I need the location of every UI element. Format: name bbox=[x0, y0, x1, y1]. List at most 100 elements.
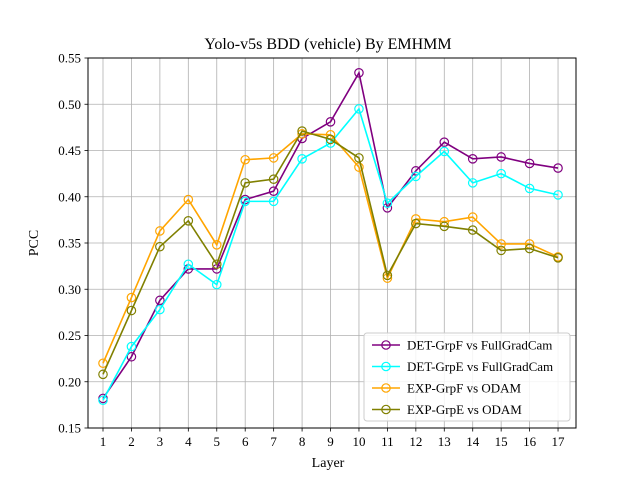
data-point bbox=[496, 239, 506, 249]
legend-entry: DET-GrpF vs FullGradCam bbox=[372, 338, 552, 353]
legend-swatch-marker bbox=[381, 383, 391, 393]
data-point bbox=[183, 216, 194, 226]
data-point bbox=[496, 245, 506, 256]
x-tick-label: 17 bbox=[552, 434, 566, 449]
legend-entry: DET-GrpE vs FullGradCam bbox=[372, 359, 553, 374]
series-line bbox=[102, 130, 559, 375]
x-axis: 1 2 3 4 5 6 7 8 9 10 11 12 13 14 15 16 17 bbox=[100, 428, 565, 449]
y-tick-label: 0.20 bbox=[58, 374, 81, 389]
y-tick-label: 0.45 bbox=[58, 143, 81, 158]
legend-entry: EXP-GrpE vs ODAM bbox=[372, 402, 522, 417]
y-tick-label: 0.55 bbox=[58, 51, 81, 66]
data-point bbox=[411, 218, 421, 229]
data-point bbox=[211, 279, 222, 290]
data-point bbox=[439, 221, 450, 232]
series-4 bbox=[98, 126, 563, 380]
legend-swatch-marker bbox=[381, 361, 391, 372]
x-tick-label: 3 bbox=[157, 434, 164, 449]
data-point bbox=[325, 134, 336, 145]
data-point bbox=[411, 166, 421, 176]
data-point bbox=[268, 186, 279, 196]
x-tick-label: 6 bbox=[242, 434, 249, 449]
data-point bbox=[553, 163, 563, 173]
x-tick-label: 11 bbox=[381, 434, 394, 449]
legend-swatch-marker bbox=[381, 404, 391, 415]
data-point bbox=[297, 126, 307, 136]
data-point bbox=[382, 198, 393, 209]
data-point bbox=[98, 395, 108, 406]
data-point bbox=[354, 162, 364, 172]
x-tick-label: 16 bbox=[523, 434, 537, 449]
data-point bbox=[126, 341, 137, 352]
data-point bbox=[439, 137, 450, 147]
data-point bbox=[382, 270, 393, 281]
x-tick-label: 8 bbox=[299, 434, 306, 449]
data-point bbox=[297, 129, 307, 139]
x-tick-label: 10 bbox=[352, 434, 365, 449]
data-point bbox=[467, 154, 478, 164]
legend-label: DET-GrpF vs FullGradCam bbox=[407, 338, 552, 353]
data-point bbox=[325, 117, 336, 127]
data-point bbox=[268, 153, 279, 163]
x-tick-label: 2 bbox=[128, 434, 135, 449]
legend-box bbox=[363, 332, 571, 422]
legend-label: DET-GrpE vs FullGradCam bbox=[407, 359, 553, 374]
x-tick-label: 15 bbox=[495, 434, 508, 449]
data-point bbox=[354, 153, 364, 163]
legend-label: EXP-GrpE vs ODAM bbox=[407, 402, 522, 417]
x-tick-label: 5 bbox=[214, 434, 221, 449]
x-tick-label: 7 bbox=[270, 434, 277, 449]
data-point bbox=[553, 252, 563, 263]
x-tick-label: 14 bbox=[466, 434, 480, 449]
x-tick-label: 12 bbox=[409, 434, 422, 449]
chart-title: Yolo-v5s BDD (vehicle) By EMHMM bbox=[204, 36, 451, 53]
series-layer bbox=[98, 68, 563, 406]
data-point bbox=[553, 190, 563, 200]
data-point bbox=[268, 174, 279, 184]
x-tick-label: 1 bbox=[100, 434, 107, 449]
data-point bbox=[524, 183, 535, 194]
legend-entry: EXP-GrpF vs ODAM bbox=[372, 381, 522, 396]
data-point bbox=[211, 259, 222, 270]
data-point bbox=[126, 351, 137, 362]
y-axis-label: PCC bbox=[27, 230, 42, 256]
data-point bbox=[155, 226, 165, 236]
y-tick-label: 0.15 bbox=[58, 421, 81, 436]
data-point bbox=[411, 171, 421, 182]
y-axis: 0.15 0.20 0.25 0.30 0.35 0.40 0.45 0.50 0.55 bbox=[58, 51, 88, 436]
data-point bbox=[354, 68, 364, 78]
data-point bbox=[524, 158, 535, 169]
y-tick-label: 0.30 bbox=[58, 282, 81, 297]
x-axis-label: Layer bbox=[312, 456, 345, 471]
data-point bbox=[467, 212, 478, 222]
data-point bbox=[439, 146, 450, 157]
data-point bbox=[268, 196, 279, 207]
data-point bbox=[183, 194, 194, 205]
data-point bbox=[240, 154, 250, 165]
data-point bbox=[211, 240, 222, 250]
y-tick-label: 0.40 bbox=[58, 189, 81, 204]
data-point bbox=[126, 292, 137, 303]
legend-label: EXP-GrpF vs ODAM bbox=[407, 381, 522, 396]
x-tick-label: 9 bbox=[327, 434, 334, 449]
data-point bbox=[467, 225, 478, 235]
data-point bbox=[155, 241, 165, 252]
y-tick-label: 0.25 bbox=[58, 328, 81, 343]
data-point bbox=[496, 168, 506, 179]
data-point bbox=[240, 178, 250, 188]
data-point bbox=[240, 196, 250, 207]
data-point bbox=[496, 152, 506, 162]
x-tick-label: 4 bbox=[185, 434, 192, 449]
data-point bbox=[155, 295, 165, 306]
data-point bbox=[524, 243, 535, 254]
legend-swatch-marker bbox=[381, 340, 391, 350]
x-tick-label: 13 bbox=[438, 434, 451, 449]
data-point bbox=[467, 178, 478, 188]
data-point bbox=[155, 304, 165, 315]
legend: DET-GrpF vs FullGradCam DET-GrpE vs FullG… bbox=[363, 332, 571, 422]
y-tick-label: 0.50 bbox=[58, 97, 81, 112]
data-point bbox=[183, 259, 194, 270]
data-point bbox=[297, 154, 307, 164]
data-point bbox=[98, 369, 108, 380]
